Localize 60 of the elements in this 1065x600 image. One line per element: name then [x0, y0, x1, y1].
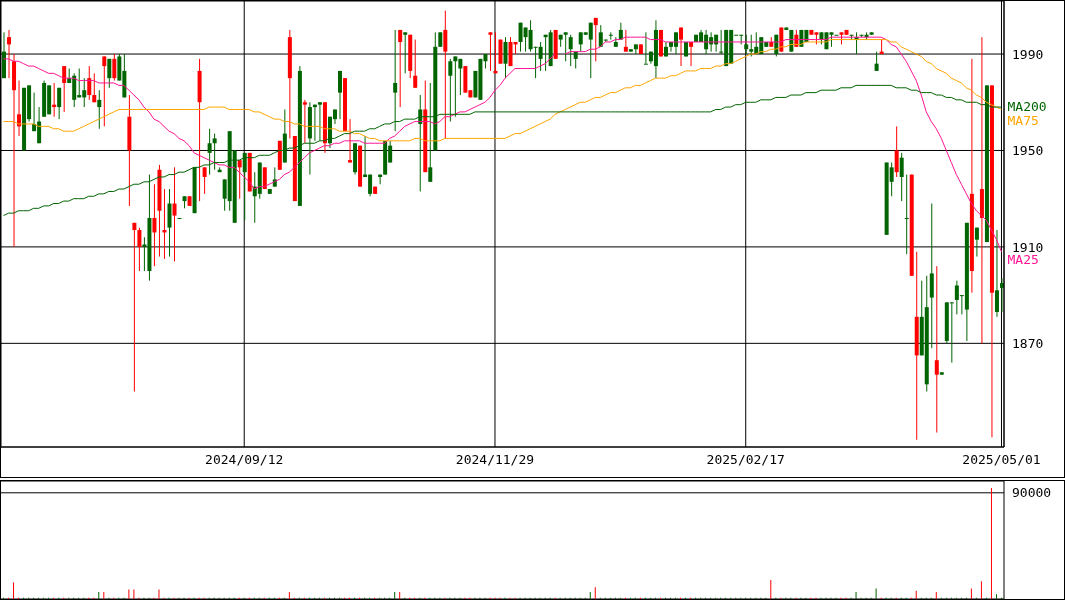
candlestick: [112, 53, 117, 82]
candlestick: [488, 31, 493, 72]
candlestick: [137, 227, 142, 272]
candlestick: [608, 31, 613, 41]
candlestick: [207, 128, 212, 176]
candlestick: [894, 125, 899, 178]
candlestick: [503, 36, 508, 79]
x-tick-label: 2024/09/12: [205, 452, 284, 468]
x-tick-label: 2024/11/29: [455, 452, 535, 468]
candlestick: [338, 70, 343, 120]
y-tick-label: 1950: [1012, 143, 1044, 159]
y-tick-label: 90000: [1012, 485, 1052, 501]
candlestick: [87, 65, 92, 101]
candlestick: [538, 41, 543, 72]
candlestick: [62, 65, 67, 113]
candlestick: [152, 183, 157, 267]
candlestick: [202, 166, 207, 195]
series-label: MA200: [1007, 98, 1047, 114]
candlestick: [874, 51, 879, 72]
candlestick: [302, 99, 307, 144]
candlestick: [97, 89, 102, 130]
candlestick: [623, 29, 628, 53]
candlestick: [568, 34, 573, 67]
candlestick: [563, 31, 568, 62]
candlestick: [172, 166, 177, 262]
candlestick: [949, 301, 954, 364]
series-label: MA25: [1007, 252, 1039, 268]
candlestick: [934, 265, 939, 434]
candlestick: [348, 118, 353, 164]
candlestick: [643, 31, 648, 65]
series-label: MA75: [1007, 112, 1039, 128]
candlestick: [633, 43, 638, 55]
x-tick-label: 2025/02/17: [706, 452, 785, 468]
candlestick: [679, 27, 684, 67]
y-tick-label: 1910: [1012, 239, 1044, 255]
candlestick: [994, 229, 999, 318]
candlestick: [979, 36, 984, 344]
candlestick: [588, 22, 593, 79]
candlestick: [317, 101, 322, 142]
candlestick: [413, 39, 418, 89]
candlestick: [107, 58, 112, 89]
candlestick: [237, 159, 242, 200]
candlestick: [904, 174, 909, 255]
y-tick-label: 1870: [1012, 335, 1044, 351]
candlestick: [212, 133, 217, 171]
y-tick-label: 1990: [1012, 46, 1044, 62]
candlestick: [7, 29, 12, 79]
candlestick: [102, 55, 107, 127]
candlestick: [57, 87, 62, 120]
candlestick: [403, 31, 408, 74]
candlestick: [92, 72, 97, 103]
candlestick: [593, 17, 598, 62]
candlestick: [443, 10, 448, 139]
candlestick: [398, 29, 403, 108]
x-tick-label: 2025/05/01: [962, 452, 1041, 468]
candlestick: [899, 152, 904, 202]
candlestick: [749, 34, 754, 57]
candlestick: [744, 34, 749, 55]
candlestick: [974, 227, 979, 258]
candlestick: [132, 222, 137, 393]
